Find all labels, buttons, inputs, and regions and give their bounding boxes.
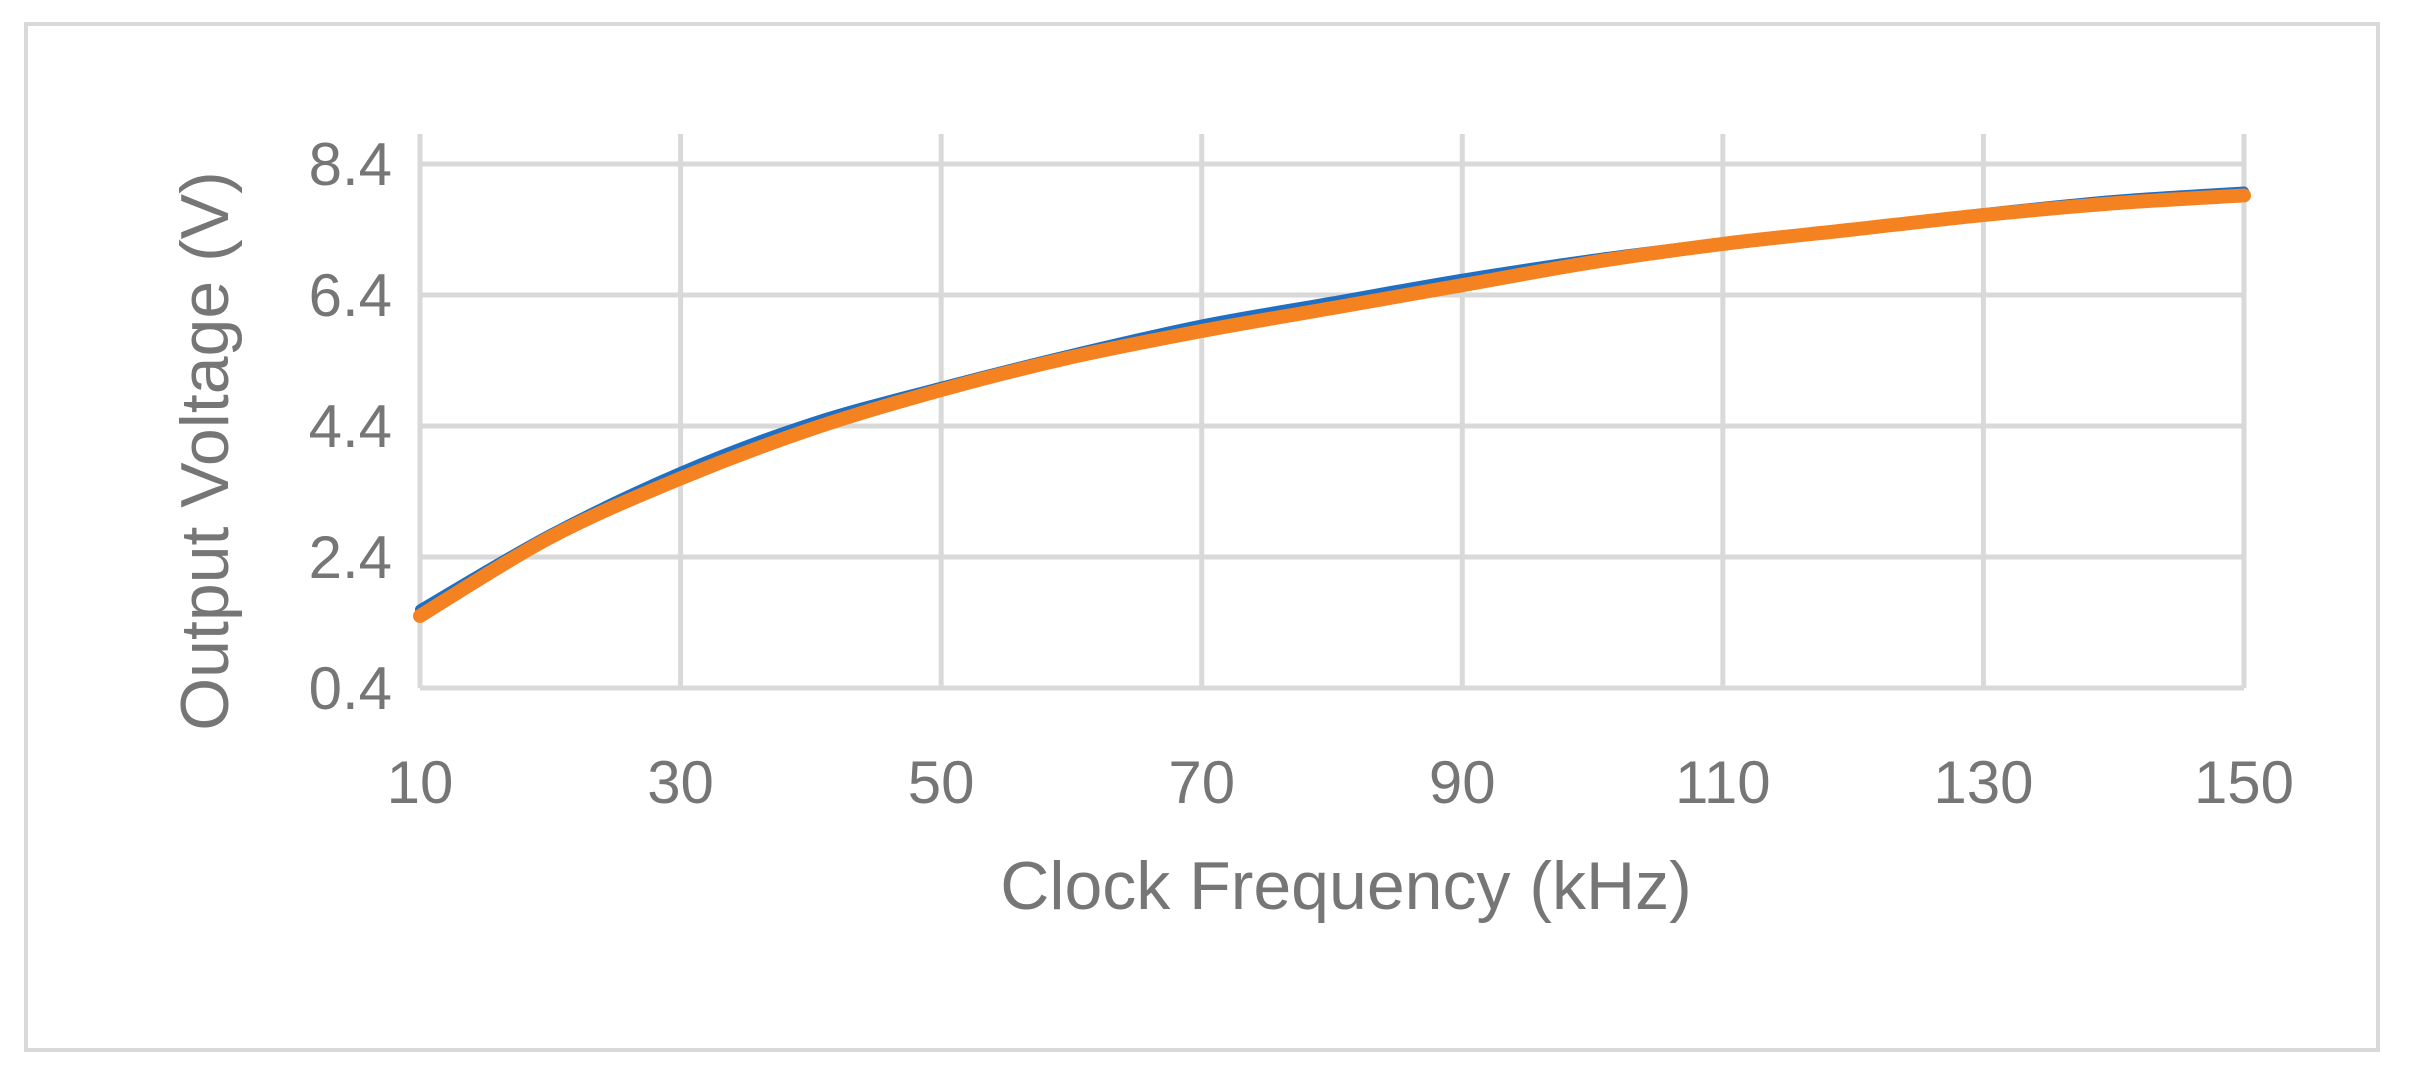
x-tick-label: 130 (1933, 749, 2033, 816)
x-tick-label: 70 (1168, 749, 1235, 816)
x-tick-label: 90 (1429, 749, 1496, 816)
x-tick-label: 50 (908, 749, 975, 816)
series-line-1 (415, 186, 2249, 615)
series-line-2 (413, 188, 2251, 623)
axes (417, 134, 2244, 691)
y-tick-label: 6.4 (309, 262, 392, 329)
y-tick-label: 2.4 (309, 524, 392, 591)
x-tick-label: 150 (2194, 749, 2294, 816)
y-tick-labels: 0.4 2.4 4.4 6.4 8.4 (309, 131, 392, 722)
y-tick-label: 0.4 (309, 655, 392, 722)
x-tick-label: 110 (1675, 749, 1771, 816)
x-axis-title: Clock Frequency (kHz) (1000, 848, 1692, 924)
y-tick-label: 4.4 (309, 393, 392, 460)
line-chart: 0.4 2.4 4.4 6.4 8.4 10 30 50 70 90 110 130 150 Cloc… (167, 131, 2294, 924)
y-tick-label: 8.4 (309, 131, 392, 198)
x-tick-labels: 10 30 50 70 90 110 130 150 (387, 749, 2294, 816)
x-tick-label: 10 (387, 749, 454, 816)
x-tick-label: 30 (647, 749, 714, 816)
chart-frame: 0.4 2.4 4.4 6.4 8.4 10 30 50 70 90 110 130 150 Cloc… (24, 22, 2380, 1052)
y-axis-title: Output Voltage (V) (167, 171, 243, 730)
series-group (413, 186, 2251, 623)
